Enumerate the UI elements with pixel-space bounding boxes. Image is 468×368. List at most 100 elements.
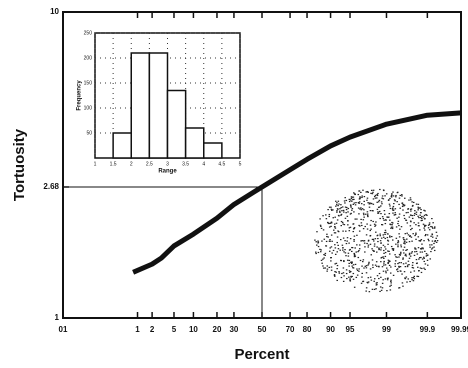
texture-dot: [315, 241, 317, 242]
texture-dot: [424, 269, 426, 270]
texture-dot: [328, 223, 330, 224]
texture-dot: [404, 218, 406, 219]
texture-dot: [372, 221, 374, 222]
texture-dot: [370, 235, 372, 236]
texture-dot: [350, 207, 352, 208]
texture-dot: [360, 192, 362, 193]
texture-dot: [346, 269, 348, 270]
texture-dot: [412, 265, 414, 266]
texture-dot: [366, 200, 368, 201]
texture-dot: [339, 250, 341, 251]
texture-dot: [316, 231, 318, 232]
texture-dot: [337, 230, 339, 231]
texture-dot: [322, 215, 324, 216]
texture-dot: [423, 257, 425, 258]
texture-dot: [343, 275, 345, 276]
texture-dot: [393, 275, 395, 276]
texture-dot: [395, 244, 397, 245]
texture-dot: [408, 261, 410, 262]
texture-dot: [320, 251, 322, 252]
texture-dot: [436, 238, 438, 239]
texture-dot: [373, 240, 375, 241]
texture-dot: [380, 247, 382, 248]
texture-dot: [392, 227, 394, 228]
texture-dot: [342, 247, 344, 248]
texture-dot: [374, 196, 376, 197]
texture-dot: [333, 217, 335, 218]
texture-dot: [356, 235, 358, 236]
texture-dot: [366, 287, 368, 288]
texture-dot: [361, 203, 363, 204]
texture-dot: [354, 236, 356, 237]
texture-dot: [375, 238, 377, 239]
texture-dot: [390, 266, 392, 267]
texture-dot: [387, 237, 389, 238]
texture-dot: [394, 254, 396, 255]
texture-dot: [359, 201, 361, 202]
texture-dot: [343, 251, 345, 252]
x-tick-label: 1: [135, 325, 140, 334]
texture-dot: [421, 244, 423, 245]
texture-dot: [431, 226, 433, 227]
texture-dot: [372, 210, 374, 211]
texture-dot: [388, 200, 390, 201]
texture-dot: [336, 251, 338, 252]
texture-dot: [413, 280, 415, 281]
inset-x-label: Range: [158, 169, 177, 175]
texture-dot: [385, 256, 387, 257]
texture-dot: [337, 236, 339, 237]
texture-dot: [410, 214, 412, 215]
texture-dot: [397, 271, 399, 272]
texture-dot: [398, 267, 400, 268]
texture-dot: [387, 250, 389, 251]
texture-dot: [414, 213, 416, 214]
texture-dot: [360, 240, 362, 241]
texture-dot: [409, 258, 411, 259]
texture-dot: [360, 207, 362, 208]
texture-dot: [367, 264, 369, 265]
texture-dot: [394, 263, 396, 264]
texture-dot: [379, 218, 381, 219]
x-tick-label: 5: [172, 325, 177, 334]
texture-dot: [421, 272, 423, 273]
texture-dot: [334, 224, 336, 225]
texture-dot: [329, 247, 331, 248]
texture-dot: [346, 273, 348, 274]
texture-dot: [423, 258, 425, 259]
texture-dot: [385, 248, 387, 249]
texture-dot: [396, 218, 398, 219]
texture-dot: [350, 205, 352, 206]
texture-dot: [372, 264, 374, 265]
texture-dot: [323, 257, 325, 258]
texture-dot: [406, 249, 408, 250]
texture-dot: [393, 206, 395, 207]
texture-dot: [342, 224, 344, 225]
texture-dot: [326, 236, 328, 237]
texture-dot: [334, 217, 336, 218]
texture-dot: [337, 205, 339, 206]
x-tick-label: 20: [213, 325, 222, 334]
x-tick-label: 99.99: [451, 325, 468, 334]
texture-dot: [367, 213, 369, 214]
texture-dot: [327, 209, 329, 210]
texture-dot: [424, 225, 426, 226]
texture-dot: [419, 229, 421, 230]
texture-dot: [376, 194, 378, 195]
texture-dot: [358, 207, 360, 208]
texture-dot: [351, 198, 353, 199]
texture-dot: [408, 278, 410, 279]
texture-dot: [326, 234, 328, 235]
texture-dot: [414, 248, 416, 249]
texture-dot: [347, 260, 349, 261]
texture-dot: [386, 216, 388, 217]
texture-dot: [346, 278, 348, 279]
texture-dot: [379, 291, 381, 292]
texture-dot: [357, 270, 359, 271]
texture-dot: [394, 212, 396, 213]
texture-dot: [364, 246, 366, 247]
texture-dot: [403, 237, 405, 238]
texture-dot: [345, 231, 347, 232]
texture-dot: [367, 228, 369, 229]
texture-dot: [437, 240, 439, 241]
texture-dot: [379, 273, 381, 274]
